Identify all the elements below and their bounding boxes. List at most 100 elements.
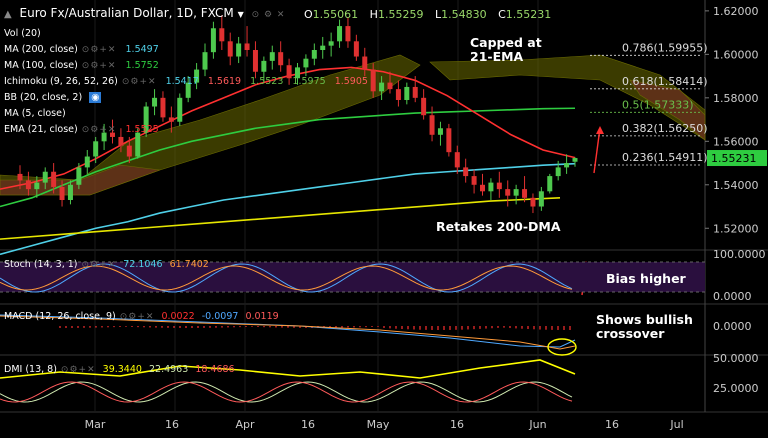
time-axis-label: Mar <box>85 418 106 431</box>
candle-body <box>126 145 132 157</box>
dmi-adx: 39.3440 <box>102 364 142 375</box>
candle-body <box>522 189 528 198</box>
ema21-value: 1.5525 <box>125 124 159 135</box>
candle-body <box>210 28 216 53</box>
last-price-tag <box>707 150 767 167</box>
dmi-minus-line <box>0 381 573 403</box>
toolbar-icons[interactable]: ⊙ ⚙ ✕ <box>251 10 286 20</box>
ohlc-low: 1.54830 <box>441 8 487 21</box>
time-axis-label: 16 <box>165 418 179 431</box>
chevron-down-icon[interactable]: ▼ <box>237 10 244 19</box>
series-line <box>0 197 561 240</box>
symbol-title[interactable]: Euro Fx/Australian Dollar, 1D, FXCM <box>19 6 234 20</box>
candle-body <box>185 82 191 98</box>
candle-body <box>395 89 401 100</box>
dmi-adx-line <box>0 359 576 379</box>
candle-body <box>353 41 359 57</box>
candle-body <box>572 158 578 162</box>
candle-body <box>152 97 158 107</box>
time-axis-label: 16 <box>450 418 464 431</box>
candle-body <box>219 28 225 42</box>
legend-vol[interactable]: Vol (20) <box>4 28 41 39</box>
dmi-legend[interactable]: DMI (13, 8) ⊙⚙+✕ 39.3440 22.4963 18.4686 <box>4 364 235 375</box>
macd-tick-label: 0.0000 <box>713 320 752 333</box>
ma5-label: MA (5, close) <box>4 108 66 119</box>
candle-body <box>530 197 536 207</box>
stoch-legend[interactable]: Stoch (14, 3, 1) ⊙⚙+✕ 72.1046 61.7402 <box>4 259 209 270</box>
candle-body <box>454 152 460 168</box>
fib-label: 0.786(1.59955) <box>622 41 708 54</box>
candle-body <box>295 67 300 79</box>
legend-bb[interactable]: BB (20, close, 2) ◉ <box>4 92 102 103</box>
symbol-title-row: ▲ Euro Fx/Australian Dollar, 1D, FXCM ▼ … <box>4 6 285 20</box>
macd-signal: 0.0119 <box>245 311 279 322</box>
candle-body <box>345 26 351 42</box>
price-tick-label: 1.58000 <box>713 92 759 105</box>
candle-body <box>93 141 99 157</box>
dmi-label: DMI (13, 8) <box>4 364 57 375</box>
stoch-tick-label: 0.0000 <box>713 290 752 303</box>
price-tick-label: 1.52000 <box>713 222 759 235</box>
ohlc-open: 1.55061 <box>312 8 359 21</box>
dmi-plus: 22.4963 <box>148 364 189 375</box>
series-line <box>0 162 576 256</box>
time-axis-label: Jun <box>528 418 546 431</box>
time-axis-label: Jul <box>669 418 683 431</box>
candle-body <box>59 186 65 200</box>
candle-body <box>261 60 267 72</box>
fib-label: 0.5(1.57333) <box>622 98 694 111</box>
legend-ichimoku[interactable]: Ichimoku (9, 26, 52, 26) ⊙⚙+✕ 1.5417 1.56… <box>4 76 368 87</box>
eye-icon[interactable]: ◉ <box>89 92 102 103</box>
collapse-icon[interactable]: ▲ <box>4 9 12 20</box>
dmi-plus-line <box>0 381 573 403</box>
fib-label: 0.382(1.56250) <box>622 122 708 135</box>
candle-body <box>143 106 149 133</box>
legend-ma5[interactable]: MA (5, close) <box>4 108 66 119</box>
macd-line: -0.0097 <box>201 311 239 322</box>
candle-body <box>547 176 553 192</box>
candle-body <box>227 41 233 57</box>
time-axis-label: Apr <box>235 418 255 431</box>
candle-body <box>421 97 427 116</box>
candle-body <box>488 182 494 192</box>
dmi-tick-label: 50.0000 <box>713 352 759 365</box>
candle-body <box>194 69 200 83</box>
candle-body <box>110 132 115 137</box>
annotation-capped: Capped at 21-EMA <box>470 35 542 64</box>
fib-label: 0.236(1.54911) <box>622 151 708 164</box>
candle-body <box>311 50 317 59</box>
fib-label: 0.618(1.58414) <box>622 75 708 88</box>
legend-ema21[interactable]: EMA (21, close) ⊙⚙+✕ 1.5525 <box>4 124 159 135</box>
legend-ma100[interactable]: MA (100, close) ⊙⚙+✕ 1.5752 <box>4 60 159 71</box>
candle-body <box>84 156 90 168</box>
candle-body <box>101 132 107 142</box>
candle-body <box>379 82 385 92</box>
candle-body <box>67 184 73 200</box>
stoch-k: 72.1046 <box>123 259 163 270</box>
ichimoku-value-2: 1.5619 <box>207 76 242 87</box>
price-tick-label: 1.54000 <box>713 179 759 192</box>
candle-body <box>513 189 519 196</box>
vol-label: Vol (20) <box>4 28 41 39</box>
candle-body <box>337 26 343 42</box>
ichimoku-label: Ichimoku (9, 26, 52, 26) <box>4 76 118 87</box>
ichimoku-value-4: 1.5975 <box>292 76 326 87</box>
ichimoku-value-1: 1.5417 <box>165 76 199 87</box>
candle-body <box>51 171 57 187</box>
candle-body <box>429 115 435 135</box>
macd-signal-line <box>0 315 576 350</box>
candle-body <box>76 167 82 185</box>
candle-body <box>387 82 393 90</box>
candle-body <box>362 56 368 70</box>
last-price-label: 1.55231 <box>711 152 757 165</box>
candle-body <box>269 52 275 61</box>
candle-body <box>320 45 326 50</box>
annotation-bias: Bias higher <box>606 271 686 286</box>
ohlc-close: 1.55231 <box>505 8 552 21</box>
ma100-label: MA (100, close) <box>4 60 78 71</box>
macd-legend[interactable]: MACD (12, 26, close, 9) ⊙⚙+✕ 0.0022 -0.00… <box>4 311 279 322</box>
legend-ma200[interactable]: MA (200, close) ⊙⚙+✕ 1.5497 <box>4 44 159 55</box>
price-tick-label: 1.56000 <box>713 135 759 148</box>
candle-body <box>496 182 502 190</box>
